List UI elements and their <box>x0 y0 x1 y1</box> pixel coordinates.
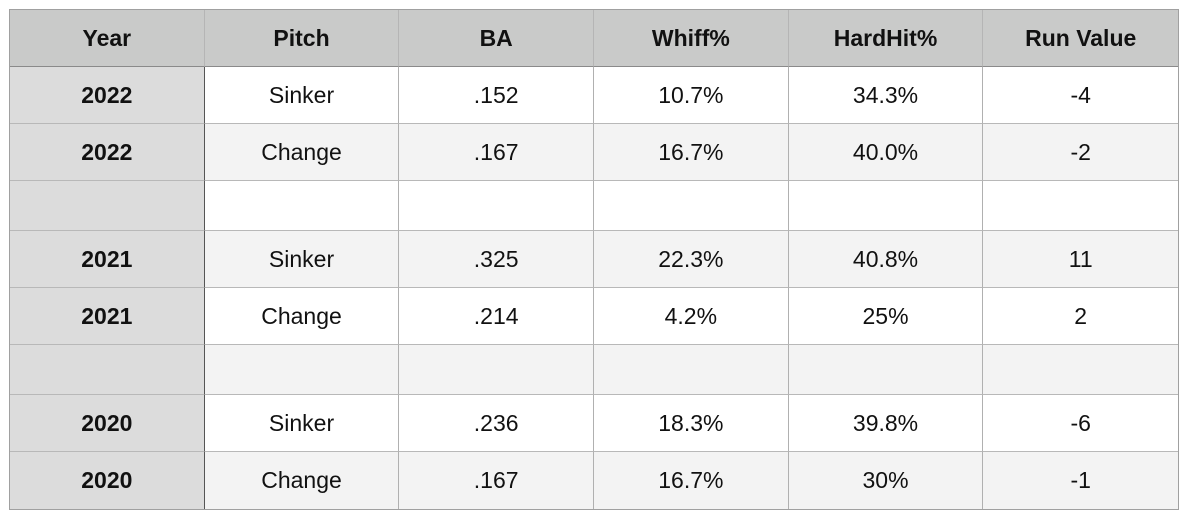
empty-cell <box>788 345 984 395</box>
table-cell: Sinker <box>204 395 400 452</box>
table-cell: .167 <box>399 452 595 509</box>
table-row: 2021 Change .214 4.2% 25% 2 <box>10 288 1179 345</box>
table-cell: 11 <box>983 231 1179 288</box>
table-cell: 2021 <box>10 231 205 288</box>
header-cell: Pitch <box>204 10 400 67</box>
empty-cell <box>399 345 595 395</box>
header-cell: Year <box>10 10 205 67</box>
table-cell: 2022 <box>10 67 205 124</box>
table-cell: Change <box>204 124 400 181</box>
table-cell: Change <box>204 288 400 345</box>
spacer-row <box>10 181 1179 231</box>
table-cell: 25% <box>788 288 984 345</box>
table-cell: Sinker <box>204 67 400 124</box>
table-cell: 2022 <box>10 124 205 181</box>
table-cell: 40.8% <box>788 231 984 288</box>
header-cell: Run Value <box>983 10 1179 67</box>
table-row: 2021 Sinker .325 22.3% 40.8% 11 <box>10 231 1179 288</box>
empty-cell <box>10 181 205 231</box>
table-cell: Sinker <box>204 231 400 288</box>
table-row: 2020 Change .167 16.7% 30% -1 <box>10 452 1179 509</box>
empty-cell <box>594 345 789 395</box>
table-cell: -1 <box>983 452 1179 509</box>
table-row: 2022 Change .167 16.7% 40.0% -2 <box>10 124 1179 181</box>
table-cell: 30% <box>788 452 984 509</box>
table-cell: 16.7% <box>594 124 789 181</box>
table-cell: .236 <box>399 395 595 452</box>
empty-cell <box>983 181 1179 231</box>
table-row: 2022 Sinker .152 10.7% 34.3% -4 <box>10 67 1179 124</box>
header-cell: HardHit% <box>788 10 984 67</box>
table: Year Pitch BA Whiff% HardHit% Run Value 2022 Si… <box>9 9 1179 510</box>
empty-cell <box>399 181 595 231</box>
table-cell: 22.3% <box>594 231 789 288</box>
table-cell: 18.3% <box>594 395 789 452</box>
table-cell: 34.3% <box>788 67 984 124</box>
header-row: Year Pitch BA Whiff% HardHit% Run Value <box>10 10 1179 67</box>
empty-cell <box>10 345 205 395</box>
table-cell: 2020 <box>10 452 205 509</box>
table-cell: -4 <box>983 67 1179 124</box>
table-cell: -2 <box>983 124 1179 181</box>
header-cell: Whiff% <box>594 10 789 67</box>
table-cell: .152 <box>399 67 595 124</box>
table-cell: 40.0% <box>788 124 984 181</box>
table-cell: 2021 <box>10 288 205 345</box>
table-cell: 2 <box>983 288 1179 345</box>
table-cell: 39.8% <box>788 395 984 452</box>
table-row: 2020 Sinker .236 18.3% 39.8% -6 <box>10 395 1179 452</box>
empty-cell <box>204 345 400 395</box>
table-cell: Change <box>204 452 400 509</box>
table-cell: 4.2% <box>594 288 789 345</box>
table-cell: 16.7% <box>594 452 789 509</box>
empty-cell <box>983 345 1179 395</box>
header-cell: BA <box>399 10 595 67</box>
table-cell: .214 <box>399 288 595 345</box>
spacer-row <box>10 345 1179 395</box>
table-cell: -6 <box>983 395 1179 452</box>
table-cell: .167 <box>399 124 595 181</box>
table-cell: 2020 <box>10 395 205 452</box>
empty-cell <box>594 181 789 231</box>
table-cell: 10.7% <box>594 67 789 124</box>
table-cell: .325 <box>399 231 595 288</box>
empty-cell <box>204 181 400 231</box>
empty-cell <box>788 181 984 231</box>
